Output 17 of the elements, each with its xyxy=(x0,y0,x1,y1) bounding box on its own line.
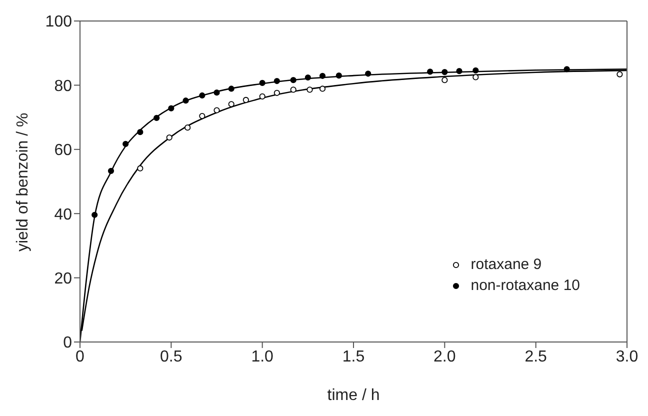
y-tick-label: 0 xyxy=(63,334,72,352)
x-axis-title: time / h xyxy=(327,387,380,404)
legend-label: non-rotaxane 10 xyxy=(470,277,580,294)
x-tick-label: 3.0 xyxy=(616,348,638,366)
y-tick-label: 20 xyxy=(54,270,72,288)
y-tick-label: 80 xyxy=(54,78,72,95)
x-tick-label: 2.5 xyxy=(524,348,548,366)
y-tick-label: 40 xyxy=(54,206,72,224)
x-tick-label: 2.0 xyxy=(434,348,456,366)
x-tick-label: 0.5 xyxy=(160,348,182,366)
x-tick-label: 1.5 xyxy=(342,348,365,366)
y-tick-label: 100 xyxy=(45,14,72,31)
x-tick-label: 0 xyxy=(76,348,85,366)
y-axis-title: yield of benzoin / % xyxy=(14,112,32,252)
x-tick-label: 1.0 xyxy=(251,348,274,366)
y-tick-label: 60 xyxy=(54,142,72,160)
legend-label: rotaxane 9 xyxy=(470,256,542,273)
